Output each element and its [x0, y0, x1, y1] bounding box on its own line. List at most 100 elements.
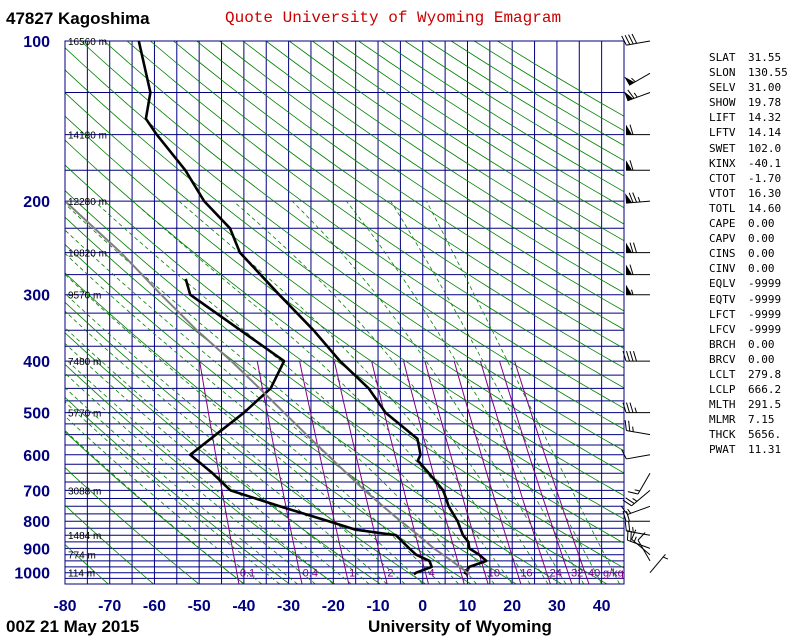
dry-adiabat — [242, 41, 624, 294]
barb-flag — [622, 511, 627, 522]
index-row: LFCT -9999 — [709, 307, 788, 322]
index-row: SLAT 31.55 — [709, 50, 788, 65]
height-label: 1484 m — [68, 531, 101, 542]
height-label: 114 m — [68, 569, 95, 580]
index-row: MLTH 291.5 — [709, 397, 788, 412]
mixing-ratio-line — [514, 360, 590, 584]
dry-adiabat — [65, 272, 472, 584]
index-row: SHOW 19.78 — [709, 95, 788, 110]
index-key: CINS — [709, 247, 736, 261]
dry-adiabat — [65, 467, 200, 584]
index-row: EQLV -9999 — [709, 276, 788, 291]
index-value: 102.0 — [748, 141, 782, 155]
index-value: -9999 — [748, 322, 782, 336]
index-key: TOTL — [709, 201, 736, 215]
barb-flag — [630, 530, 632, 542]
mixing-ratio-line — [256, 361, 303, 584]
barb-flag — [628, 521, 631, 532]
moist-adiabat — [65, 252, 441, 584]
parcel-line — [65, 200, 471, 576]
dry-adiabat — [173, 41, 624, 349]
barb-flag — [628, 420, 631, 432]
index-value: 7.15 — [748, 413, 775, 427]
barb-flag — [633, 350, 637, 362]
x-tick-label: 30 — [548, 598, 566, 615]
mixing-ratio-label: 10 — [488, 568, 500, 580]
moist-adiabat — [93, 200, 495, 584]
barb-pennant — [624, 91, 634, 101]
index-value: 31.55 — [748, 51, 782, 64]
barb-half-flag — [633, 536, 637, 542]
barb-staff — [649, 554, 666, 574]
index-row: THCK 5656. — [709, 427, 788, 442]
index-key: SELV — [709, 81, 736, 95]
moist-adiabat — [132, 200, 513, 584]
wind-barb — [649, 554, 669, 574]
dry-adiabat — [65, 164, 624, 569]
dry-adiabat — [65, 504, 154, 584]
index-value: 0.00 — [748, 262, 775, 276]
barb-flag — [631, 529, 637, 540]
index-value: -9999 — [748, 307, 782, 321]
index-row: CAPE 0.00 — [709, 216, 788, 231]
index-key: LFCV — [709, 322, 736, 336]
index-key: SLON — [709, 66, 736, 80]
index-row: LIFT 14.32 — [709, 110, 788, 125]
barb-half-flag — [632, 498, 638, 502]
index-key: THCK — [709, 428, 736, 442]
height-label: 14180 m — [68, 131, 107, 142]
index-row: BRCV 0.00 — [709, 352, 788, 367]
dewpoint-line — [184, 278, 433, 576]
index-value: 14.60 — [748, 201, 782, 215]
wind-barb — [621, 33, 651, 46]
moist-adiabat — [65, 292, 406, 584]
mixing-ratio-line — [299, 360, 350, 584]
height-label: 7480 m — [68, 357, 101, 368]
height-label: 12280 m — [68, 197, 107, 208]
mixing-ratio-line — [479, 360, 551, 584]
index-value: 11.31 — [748, 443, 782, 457]
barb-flag — [621, 449, 627, 460]
height-label: 5770 m — [68, 409, 101, 420]
moist-adiabat — [426, 200, 620, 584]
barb-flag — [626, 402, 630, 413]
index-row: SELV 31.00 — [709, 80, 788, 95]
dry-adiabat — [80, 41, 624, 430]
index-row: TOTL 14.60 — [709, 201, 788, 216]
sounding-indices-list: SLAT 31.55 SLON 130.55 SELV 31.00 SHOW 19.78 LIF… — [709, 50, 788, 458]
wind-barb — [624, 72, 651, 86]
index-key: MLTH — [709, 398, 736, 412]
mixing-ratio-unit-label: g/kg — [603, 568, 624, 580]
index-key: KINX — [709, 156, 736, 170]
dry-adiabat — [65, 115, 624, 520]
barb-staff — [631, 489, 651, 507]
mixing-ratio-label: 24 — [550, 568, 562, 580]
x-tick-label: -10 — [366, 598, 389, 615]
index-row: CINV 0.00 — [709, 261, 788, 276]
moist-adiabat — [65, 203, 477, 584]
barb-half-flag — [632, 527, 634, 533]
barb-flag — [631, 33, 638, 44]
index-value: 666.2 — [748, 383, 782, 397]
index-key: BRCH — [709, 337, 736, 351]
y-tick-label: 400 — [23, 354, 50, 371]
index-row: KINX -40.1 — [709, 156, 788, 171]
chart-title: Quote University of Wyoming Emagram — [225, 9, 562, 27]
index-row: CINS 0.00 — [709, 246, 788, 261]
height-label: 10820 m — [68, 249, 107, 260]
height-label: 774 m — [68, 551, 96, 562]
index-value: 279.8 — [748, 367, 782, 381]
barb-staff — [637, 473, 651, 495]
dry-adiabat — [65, 216, 562, 584]
height-label: 9570 m — [68, 291, 101, 302]
dry-adiabat — [65, 69, 624, 474]
index-key: LFCT — [709, 307, 736, 321]
barb-flag — [624, 420, 627, 431]
index-value: 0.00 — [748, 232, 775, 246]
dry-adiabat — [65, 396, 290, 584]
y-tick-label: 800 — [23, 514, 50, 531]
moist-adiabat — [65, 342, 352, 584]
source-label: University of Wyoming — [368, 617, 552, 636]
index-row: LCLP 666.2 — [709, 382, 788, 397]
x-tick-label: -40 — [232, 598, 255, 615]
